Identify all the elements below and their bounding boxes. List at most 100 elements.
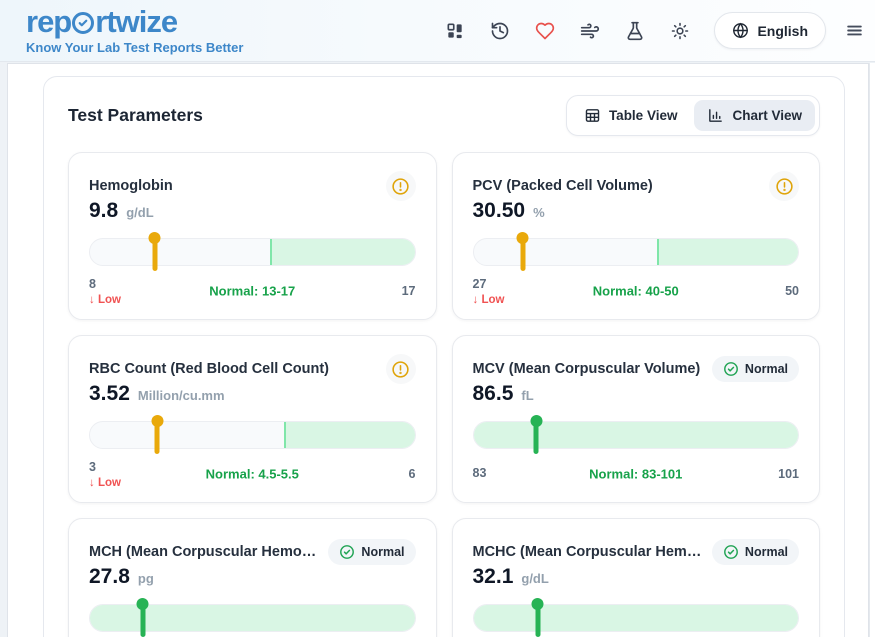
- chart-view-button[interactable]: Chart View: [694, 99, 815, 131]
- normal-range-label: Normal: 4.5-5.5: [205, 466, 299, 482]
- table-view-label: Table View: [608, 107, 678, 123]
- check-circle-icon: [723, 544, 739, 560]
- range-labels: 3 ↓ Low Normal: 4.5-5.5 6: [89, 459, 416, 489]
- warning-alert-icon[interactable]: [769, 171, 799, 201]
- parameter-value-row: 3.52 Million/cu.mm: [89, 382, 416, 405]
- range-bar: [472, 417, 799, 455]
- language-label: English: [757, 22, 808, 39]
- normal-status-badge: Normal: [711, 356, 799, 382]
- brand-logo[interactable]: rep rtwize Know Your Lab Test Reports Bet…: [26, 6, 243, 55]
- check-circle-icon: [339, 544, 355, 560]
- low-status-label: ↓ Low: [472, 293, 505, 306]
- parameter-card: RBC Count (Red Blood Cell Count) 3.52 Mi…: [68, 335, 437, 503]
- parameter-unit: pg: [137, 571, 154, 586]
- table-icon: [584, 107, 601, 124]
- normal-range-label: Normal: 83-101: [589, 466, 683, 482]
- brand-wordmark-pre: rep: [26, 4, 72, 39]
- parameter-card: MCH (Mean Corpuscular Hemoglobi... Norma…: [68, 518, 437, 637]
- parameter-card-header: MCH (Mean Corpuscular Hemoglobi... Norma…: [89, 537, 416, 567]
- range-labels: 83 Normal: 83-101 101: [473, 459, 800, 489]
- view-toggle: Table View Chart View: [565, 94, 820, 136]
- dashboard-icon[interactable]: [445, 21, 465, 41]
- range-bar: [89, 417, 416, 455]
- table-view-button[interactable]: Table View: [571, 100, 691, 131]
- low-status-label: ↓ Low: [89, 293, 121, 306]
- parameter-unit: Million/cu.mm: [137, 388, 225, 403]
- normal-zone: [473, 422, 798, 449]
- range-min-label: 27: [472, 276, 487, 291]
- normal-status-badge: Normal: [328, 539, 416, 565]
- parameter-value-row: 32.1 g/dL: [473, 565, 800, 588]
- range-max-label: 17: [401, 284, 416, 299]
- normal-status-badge: Normal: [711, 539, 799, 565]
- language-button[interactable]: English: [714, 12, 826, 49]
- warning-alert-icon[interactable]: [385, 354, 416, 384]
- low-status-label: ↓ Low: [89, 476, 121, 489]
- favorites-heart-icon[interactable]: [535, 21, 555, 41]
- brand-wordmark-post: rtwize: [95, 4, 178, 39]
- range-min-label: 8: [89, 276, 96, 291]
- normal-zone: [656, 239, 798, 266]
- brand-wordmark: rep rtwize: [26, 4, 178, 39]
- range-bar: [472, 600, 799, 637]
- parameter-card: MCHC (Mean Corpuscular Hemoglo... Normal…: [451, 518, 820, 637]
- brand-check-circle-icon: [72, 11, 95, 34]
- range-bar: [89, 234, 416, 272]
- parameter-unit: fL: [521, 388, 534, 403]
- parameter-name: MCV (Mean Corpuscular Volume): [472, 361, 701, 377]
- parameter-name: RBC Count (Red Blood Cell Count): [89, 361, 330, 377]
- parameter-card-header: RBC Count (Red Blood Cell Count): [89, 354, 416, 384]
- normal-range-label: Normal: 13-17: [209, 283, 296, 299]
- range-max-label: 50: [785, 284, 799, 299]
- test-parameters-panel: Test Parameters Table View: [43, 76, 845, 637]
- scrollbar-track[interactable]: [869, 63, 875, 637]
- parameter-value-row: 9.8 g/dL: [89, 199, 416, 222]
- parameter-value: 27.8: [89, 565, 130, 588]
- globe-icon: [732, 22, 749, 39]
- theme-sun-icon[interactable]: [670, 21, 690, 41]
- warning-alert-icon[interactable]: [385, 171, 416, 201]
- range-min-label: 3: [89, 459, 96, 474]
- parameter-card: Hemoglobin 9.8 g/dL: [68, 152, 437, 320]
- range-max-label: 6: [408, 467, 416, 482]
- normal-range-label: Normal: 40-50: [592, 283, 679, 299]
- range-bar: [472, 234, 799, 272]
- status-badge-label: Normal: [361, 545, 405, 559]
- normal-zone: [270, 239, 415, 266]
- parameter-unit: g/dL: [126, 205, 154, 220]
- parameter-value-row: 30.50 %: [472, 199, 800, 222]
- air-wind-icon[interactable]: [580, 21, 600, 41]
- parameter-card-header: PCV (Packed Cell Volume): [472, 171, 799, 201]
- range-min-column: 27 ↓ Low: [473, 277, 505, 306]
- app-header: rep rtwize Know Your Lab Test Reports Bet…: [0, 0, 875, 62]
- parameter-value: 3.52: [89, 382, 130, 405]
- parameter-card: PCV (Packed Cell Volume) 30.50 %: [451, 152, 820, 320]
- parameter-unit: g/dL: [521, 571, 549, 586]
- value-marker: [535, 600, 541, 637]
- status-badge-label: Normal: [744, 545, 788, 559]
- history-icon[interactable]: [490, 21, 510, 41]
- parameter-name: PCV (Packed Cell Volume): [472, 178, 653, 194]
- page-title: Test Parameters: [68, 104, 203, 125]
- value-marker: [152, 234, 158, 272]
- parameter-card-header: Hemoglobin: [89, 171, 416, 201]
- parameter-value: 9.8: [89, 199, 119, 222]
- range-min-column: 3 ↓ Low: [89, 460, 121, 489]
- parameters-grid: Hemoglobin 9.8 g/dL: [68, 152, 820, 637]
- parameter-card-header: MCV (Mean Corpuscular Volume) Normal: [472, 354, 799, 384]
- parameter-value: 30.50: [472, 199, 526, 222]
- range-max-label: 101: [778, 467, 799, 482]
- normal-zone: [284, 422, 415, 449]
- chart-view-label: Chart View: [732, 107, 802, 123]
- parameter-unit: %: [533, 205, 545, 220]
- panel-header: Test Parameters Table View: [68, 94, 820, 136]
- range-bar: [89, 600, 416, 637]
- parameter-name: MCHC (Mean Corpuscular Hemoglo...: [472, 544, 704, 560]
- hamburger-menu-icon[interactable]: [845, 21, 864, 40]
- parameter-card-header: MCHC (Mean Corpuscular Hemoglo... Normal: [472, 537, 799, 567]
- parameter-value: 86.5: [472, 382, 514, 405]
- range-min-column: 8 ↓ Low: [89, 277, 121, 306]
- value-marker: [520, 234, 526, 272]
- lab-flask-icon[interactable]: [625, 21, 645, 41]
- value-marker: [154, 417, 160, 455]
